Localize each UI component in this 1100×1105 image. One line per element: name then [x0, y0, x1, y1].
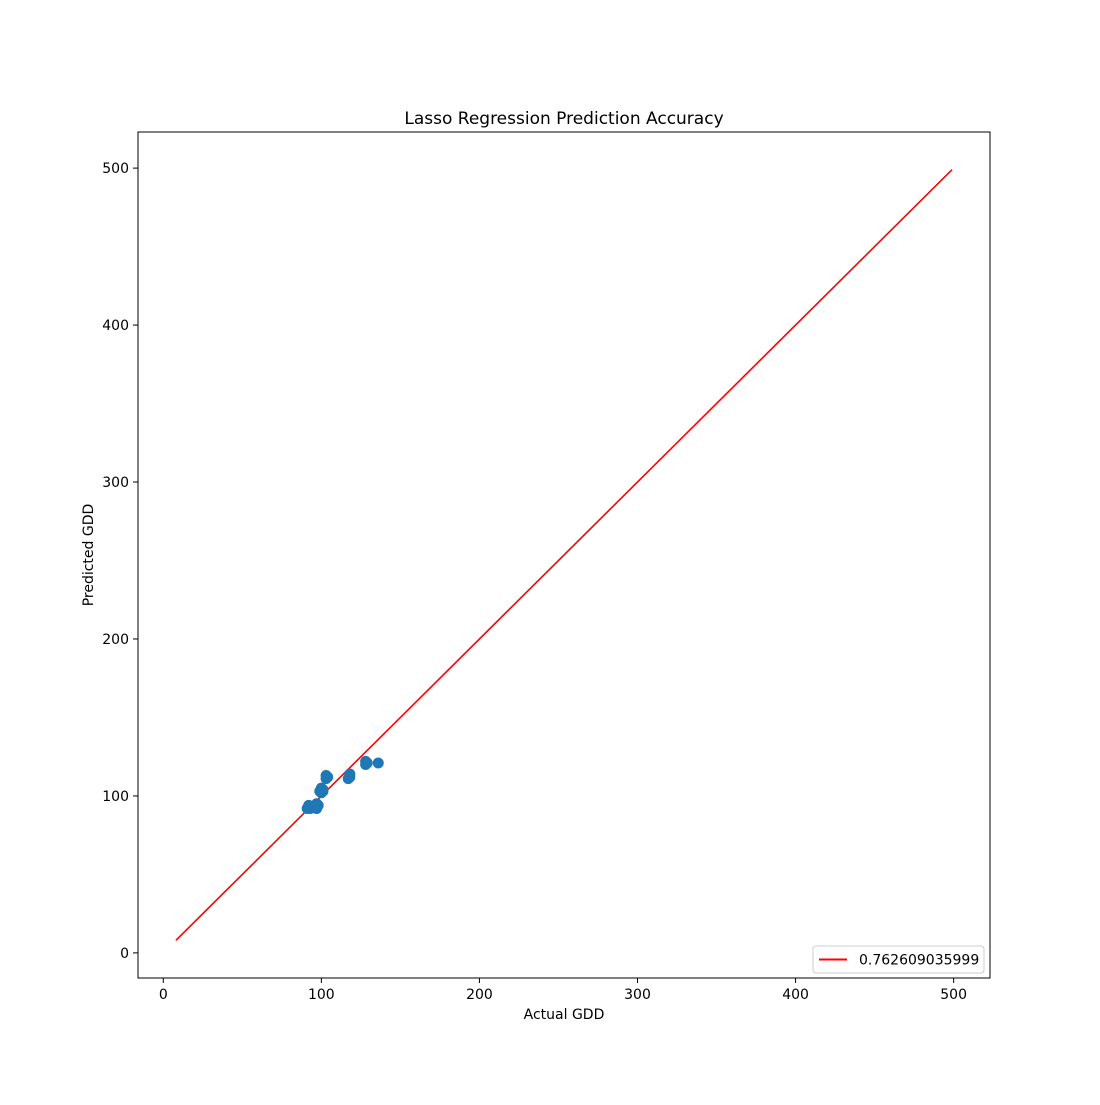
scatter-point: [312, 799, 324, 811]
scatter-point: [372, 757, 384, 769]
x-tick-label: 300: [624, 987, 651, 1003]
x-axis-label: Actual GDD: [524, 1007, 605, 1023]
fit-line: [175, 169, 953, 941]
y-tick-label: 500: [102, 161, 129, 177]
x-axis: 0 100 200 300 400 500: [159, 978, 967, 1003]
x-tick-label: 500: [940, 987, 967, 1003]
scatter-point: [361, 757, 373, 769]
legend: 0.762609035999: [812, 945, 985, 974]
y-tick-label: 0: [120, 946, 129, 962]
legend-label: 0.762609035999: [859, 953, 979, 969]
y-tick-label: 300: [102, 475, 129, 491]
plot-frame: [137, 131, 991, 979]
x-tick-label: 100: [308, 987, 335, 1003]
y-axis-label: Predicted GDD: [81, 504, 97, 607]
x-tick-label: 200: [466, 987, 493, 1003]
scatter-point: [322, 771, 334, 783]
plot-area: [175, 169, 953, 941]
x-tick-label: 0: [159, 987, 168, 1003]
scatter-point: [344, 771, 356, 783]
scatter-point: [317, 785, 329, 797]
y-axis: 0 100 200 300 400 500: [102, 161, 138, 962]
y-tick-label: 100: [102, 789, 129, 805]
legend-box: [812, 945, 985, 974]
y-tick-label: 200: [102, 632, 129, 648]
x-tick-label: 400: [782, 987, 809, 1003]
y-tick-label: 400: [102, 318, 129, 334]
chart-title: Lasso Regression Prediction Accuracy: [404, 109, 723, 129]
